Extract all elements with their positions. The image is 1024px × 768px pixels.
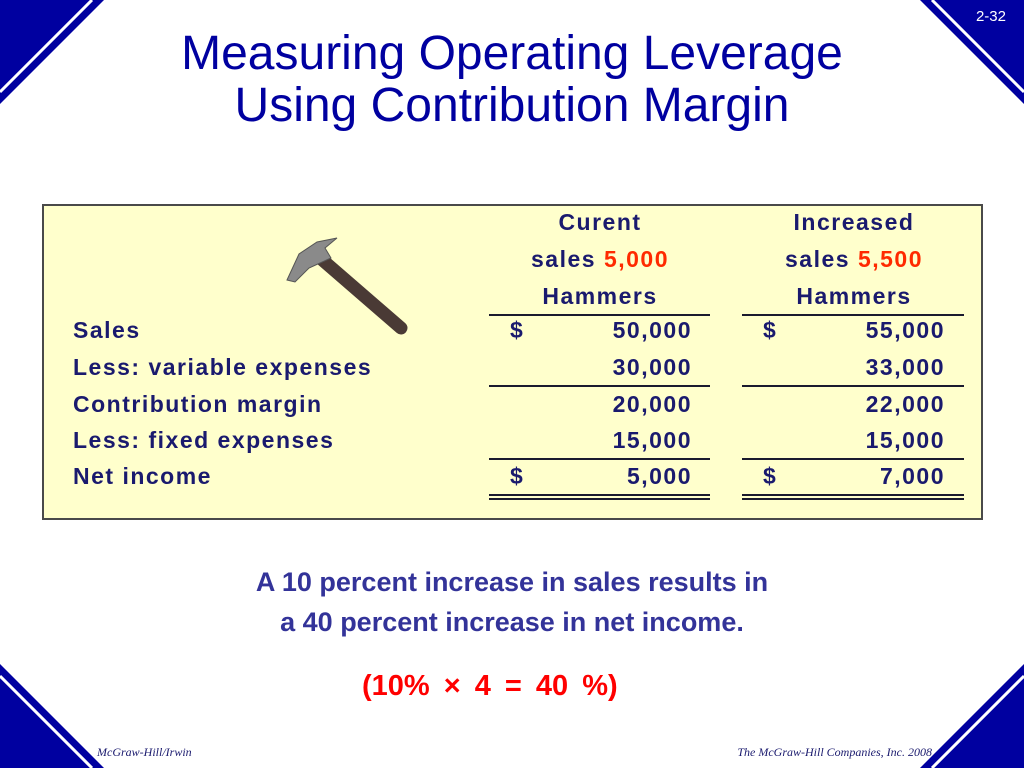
dollar-sign: $: [763, 317, 778, 343]
formula: (10% × 4 = 40 %): [362, 670, 618, 702]
income-table: Curent sales 5,000 Hammers Increased sales 5…: [42, 204, 983, 520]
column-header: Curent: [558, 209, 642, 235]
column-header: Increased: [793, 209, 915, 235]
column-header: sales 5,000: [480, 245, 720, 273]
rule: [742, 458, 964, 460]
rule: [489, 494, 710, 496]
dollar-sign: $: [763, 463, 778, 489]
amount: 15,000: [612, 427, 692, 453]
caption-line: a 40 percent increase in net income.: [280, 607, 744, 637]
rule: [742, 314, 964, 316]
footer-right: The McGraw-Hill Companies, Inc. 2008: [737, 745, 932, 759]
column-header: sales 5,500: [734, 245, 974, 273]
rule: [742, 494, 964, 496]
amount: 7,000: [879, 463, 945, 489]
row-label: Contribution margin: [73, 391, 323, 417]
rule: [489, 498, 710, 500]
footer-left: McGraw-Hill/Irwin: [97, 745, 192, 759]
amount: 5,000: [626, 463, 692, 489]
title-line: Measuring Operating Leverage: [181, 27, 843, 80]
row-label: Net income: [73, 463, 212, 489]
amount: 22,000: [865, 391, 945, 417]
header-text: sales: [530, 246, 597, 272]
slide-number: 2-32: [975, 8, 1006, 25]
dollar-sign: $: [510, 463, 525, 489]
row-label: Sales: [73, 317, 141, 343]
dollar-sign: $: [510, 317, 525, 343]
rule: [489, 458, 710, 460]
rule: [742, 498, 964, 500]
title-line: Using Contribution Margin: [234, 79, 790, 132]
rule: [489, 314, 710, 316]
rule: [489, 385, 710, 387]
header-units: 5,000: [603, 246, 669, 272]
slide-title: Measuring Operating Leverage Using Contr…: [0, 28, 1024, 132]
rule: [742, 385, 964, 387]
column-header: Hammers: [796, 283, 912, 309]
amount: 33,000: [865, 354, 945, 380]
header-units: 5,500: [857, 246, 923, 272]
header-text: sales: [784, 246, 851, 272]
row-label: Less: variable expenses: [73, 354, 373, 380]
amount: 20,000: [612, 391, 692, 417]
amount: 15,000: [865, 427, 945, 453]
caption-line: A 10 percent increase in sales results i…: [255, 567, 769, 597]
column-header: Hammers: [542, 283, 658, 309]
amount: 50,000: [612, 317, 692, 343]
row-label: Less: fixed expenses: [73, 427, 335, 453]
amount: 55,000: [865, 317, 945, 343]
hammer-icon: [286, 237, 408, 335]
amount: 30,000: [612, 354, 692, 380]
